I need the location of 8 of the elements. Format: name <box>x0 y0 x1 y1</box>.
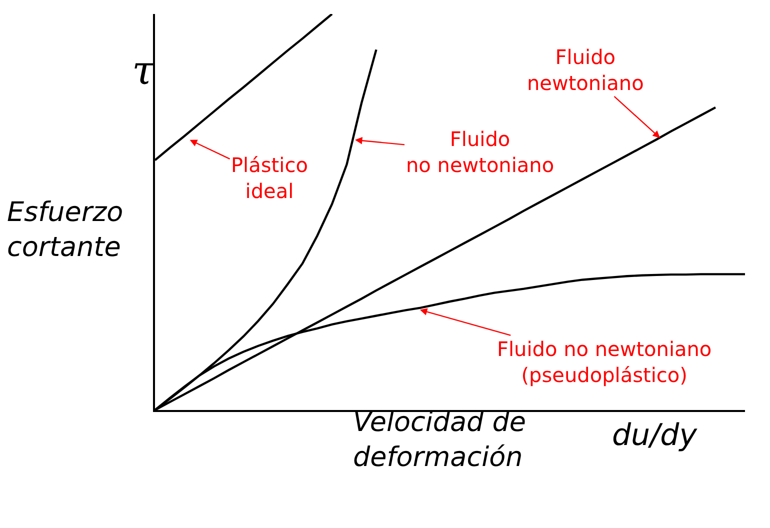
annotation: Fluido newtoniano <box>527 45 644 95</box>
annotation: Plástico ideal <box>231 153 308 203</box>
text: du/dy <box>612 418 698 453</box>
x-axis-title: Velocidad de deformación <box>353 407 526 474</box>
annotation: τ <box>132 48 155 94</box>
annotation: Fluido no newtoniano (pseudoplástico) <box>497 337 712 387</box>
y-axis-title: Esfuerzo cortante <box>7 197 124 264</box>
annotation: Fluido no newtoniano <box>406 127 554 177</box>
